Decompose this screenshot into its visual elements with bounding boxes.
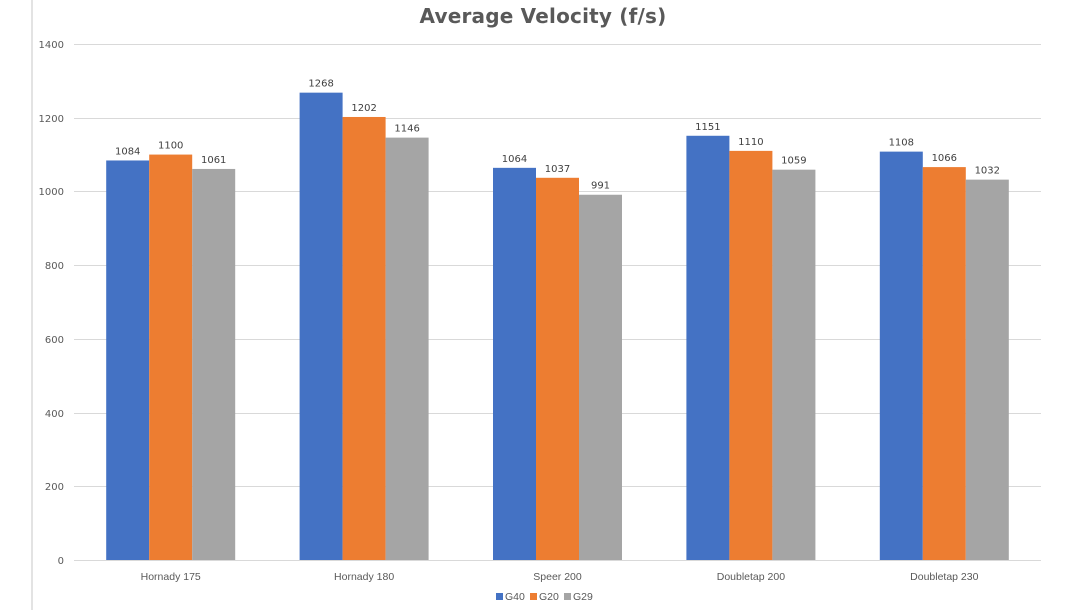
x-tick-label: Speer 200 <box>533 571 582 583</box>
legend-swatch-g20 <box>530 593 537 600</box>
data-label: 1100 <box>158 141 183 152</box>
y-tick-label: 200 <box>45 482 64 493</box>
x-tick-label: Hornady 175 <box>141 571 201 583</box>
x-tick-label: Hornady 180 <box>334 571 394 583</box>
data-label: 1146 <box>394 124 419 135</box>
data-label: 1110 <box>738 137 763 148</box>
bar-g20 <box>536 177 579 560</box>
bar-g20 <box>342 116 386 560</box>
data-label: 1084 <box>115 146 140 157</box>
bar-g20 <box>729 150 773 560</box>
bar-g20 <box>149 154 193 561</box>
y-tick-label: 0 <box>58 556 64 567</box>
data-label: 1061 <box>201 155 226 166</box>
data-label: 1268 <box>308 79 333 90</box>
bar-g40 <box>299 92 343 560</box>
bar-g29 <box>192 168 236 560</box>
y-tick-label: 1400 <box>39 40 64 51</box>
legend-label: G29 <box>573 591 593 603</box>
bar-g29 <box>965 179 1009 561</box>
bar-g40 <box>686 135 730 560</box>
bar-g40 <box>879 151 923 560</box>
bar-g20 <box>922 167 966 561</box>
y-axis-ticks: 0 200 400 600 800 1000 1200 1400 <box>39 40 64 567</box>
legend-label: G20 <box>539 591 559 603</box>
bar-g40 <box>106 160 150 560</box>
data-label: 991 <box>591 181 610 192</box>
y-tick-label: 800 <box>45 261 64 272</box>
data-label: 1032 <box>975 166 1000 177</box>
legend-swatch-g40 <box>496 593 503 600</box>
x-tick-label: Doubletap 200 <box>717 571 785 583</box>
y-tick-label: 400 <box>45 409 64 420</box>
y-tick-label: 1200 <box>39 114 64 125</box>
bars <box>106 92 1009 561</box>
legend-swatch-g29 <box>564 593 571 600</box>
bar-g40 <box>493 167 536 560</box>
legend: G40 G20 G29 <box>496 591 593 603</box>
bar-g29 <box>579 194 622 560</box>
legend-label: G40 <box>505 591 525 603</box>
x-tick-label: Doubletap 230 <box>910 571 978 583</box>
data-labels: 1084 1100 1061 1268 1202 1146 1064 1037 991 1151 1… <box>115 79 1000 192</box>
chart-title: Average Velocity (f/s) <box>419 4 667 28</box>
y-tick-label: 600 <box>45 335 64 346</box>
data-label: 1108 <box>889 138 914 149</box>
data-label: 1037 <box>545 164 570 175</box>
left-border <box>31 0 33 610</box>
data-label: 1059 <box>781 156 806 167</box>
data-label: 1151 <box>695 122 720 133</box>
data-label: 1202 <box>351 103 376 114</box>
data-label: 1064 <box>502 154 527 165</box>
bar-g29 <box>385 137 429 561</box>
data-label: 1066 <box>932 153 957 164</box>
x-axis-categories: Hornady 175 Hornady 180 Speer 200 Doubletap… <box>141 571 979 583</box>
y-tick-label: 1000 <box>39 187 64 198</box>
bar-g29 <box>772 169 816 560</box>
